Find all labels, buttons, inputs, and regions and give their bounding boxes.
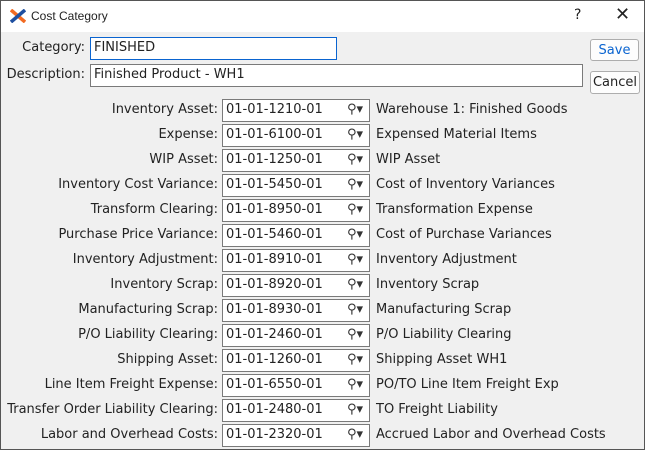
account-description: Expensed Material Items: [376, 127, 537, 142]
title-bar: Cost Category ? ✕: [1, 1, 644, 32]
account-input[interactable]: 01-01-5460-01 ⚲▾: [222, 224, 370, 247]
search-dropdown-icon[interactable]: ⚲▾: [347, 402, 364, 417]
account-number: 01-01-8910-01: [226, 252, 323, 267]
save-button[interactable]: Save: [590, 39, 639, 61]
help-button[interactable]: ?: [574, 7, 582, 23]
account-label: Purchase Price Variance:: [58, 227, 218, 242]
account-description: Inventory Adjustment: [376, 252, 517, 267]
account-input[interactable]: 01-01-1250-01 ⚲▾: [222, 149, 370, 172]
account-input[interactable]: 01-01-2320-01 ⚲▾: [222, 424, 370, 447]
search-dropdown-icon[interactable]: ⚲▾: [347, 277, 364, 292]
account-number: 01-01-1260-01: [226, 352, 323, 367]
account-number: 01-01-2320-01: [226, 427, 323, 442]
account-description: Inventory Scrap: [376, 277, 480, 292]
account-row: Inventory Asset: 01-01-1210-01 ⚲▾ Warehou…: [1, 99, 644, 122]
account-row: Inventory Cost Variance: 01-01-5450-01 ⚲▾…: [1, 174, 644, 197]
close-button[interactable]: ✕: [615, 4, 631, 25]
account-description: WIP Asset: [376, 152, 441, 167]
account-number: 01-01-2480-01: [226, 402, 323, 417]
search-dropdown-icon[interactable]: ⚲▾: [347, 227, 364, 242]
search-dropdown-icon[interactable]: ⚲▾: [347, 302, 364, 317]
account-row: Inventory Adjustment: 01-01-8910-01 ⚲▾ In…: [1, 249, 644, 272]
account-number: 01-01-1210-01: [226, 102, 323, 117]
search-dropdown-icon[interactable]: ⚲▾: [347, 327, 364, 342]
account-input[interactable]: 01-01-5450-01 ⚲▾: [222, 174, 370, 197]
account-label: Line Item Freight Expense:: [44, 377, 218, 392]
search-dropdown-icon[interactable]: ⚲▾: [347, 102, 364, 117]
account-input[interactable]: 01-01-8920-01 ⚲▾: [222, 274, 370, 297]
account-number: 01-01-5460-01: [226, 227, 323, 242]
account-number: 01-01-2460-01: [226, 327, 323, 342]
window-title: Cost Category: [31, 9, 108, 23]
account-row: Labor and Overhead Costs: 01-01-2320-01 ⚲…: [1, 424, 644, 447]
account-input[interactable]: 01-01-6550-01 ⚲▾: [222, 374, 370, 397]
account-label: Labor and Overhead Costs:: [40, 427, 218, 442]
account-input[interactable]: 01-01-8950-01 ⚲▾: [222, 199, 370, 222]
account-description: Shipping Asset WH1: [376, 352, 508, 367]
account-label: Manufacturing Scrap:: [78, 302, 218, 317]
account-description: Manufacturing Scrap: [376, 302, 512, 317]
search-dropdown-icon[interactable]: ⚲▾: [347, 202, 364, 217]
account-label: Shipping Asset:: [117, 352, 218, 367]
account-input[interactable]: 01-01-1260-01 ⚲▾: [222, 349, 370, 372]
account-row: Inventory Scrap: 01-01-8920-01 ⚲▾ Invento…: [1, 274, 644, 297]
account-number: 01-01-1250-01: [226, 152, 323, 167]
account-number: 01-01-8930-01: [226, 302, 323, 317]
cancel-button[interactable]: Cancel: [590, 71, 640, 94]
account-description: TO Freight Liability: [376, 402, 498, 417]
account-label: P/O Liability Clearing:: [78, 327, 218, 342]
search-dropdown-icon[interactable]: ⚲▾: [347, 427, 364, 442]
account-label: Inventory Adjustment:: [72, 252, 218, 267]
account-input[interactable]: 01-01-1210-01 ⚲▾: [222, 99, 370, 122]
search-dropdown-icon[interactable]: ⚲▾: [347, 252, 364, 267]
account-number: 01-01-5450-01: [226, 177, 323, 192]
account-description: P/O Liability Clearing: [376, 327, 512, 342]
search-dropdown-icon[interactable]: ⚲▾: [347, 352, 364, 367]
account-row: Transfer Order Liability Clearing: 01-01…: [1, 399, 644, 422]
category-input[interactable]: FINISHED: [90, 37, 337, 60]
account-input[interactable]: 01-01-8910-01 ⚲▾: [222, 249, 370, 272]
app-logo-icon: [10, 9, 26, 23]
search-dropdown-icon[interactable]: ⚲▾: [347, 177, 364, 192]
account-description: PO/TO Line Item Freight Exp: [376, 377, 559, 392]
account-number: 01-01-8920-01: [226, 277, 323, 292]
account-description: Transformation Expense: [376, 202, 533, 217]
category-label: Category:: [22, 40, 85, 55]
account-description: Cost of Inventory Variances: [376, 177, 555, 192]
account-label: Transfer Order Liability Clearing:: [7, 402, 218, 417]
account-number: 01-01-8950-01: [226, 202, 323, 217]
search-dropdown-icon[interactable]: ⚲▾: [347, 152, 364, 167]
account-input[interactable]: 01-01-2480-01 ⚲▾: [222, 399, 370, 422]
account-label: Transform Clearing:: [90, 202, 218, 217]
description-input[interactable]: Finished Product - WH1: [90, 64, 583, 87]
description-label: Description:: [6, 67, 85, 82]
account-row: Expense: 01-01-6100-01 ⚲▾ Expensed Materi…: [1, 124, 644, 147]
account-description: Accrued Labor and Overhead Costs: [376, 427, 606, 442]
account-number: 01-01-6550-01: [226, 377, 323, 392]
account-row: Purchase Price Variance: 01-01-5460-01 ⚲▾…: [1, 224, 644, 247]
account-row: Line Item Freight Expense: 01-01-6550-01…: [1, 374, 644, 397]
account-row: Shipping Asset: 01-01-1260-01 ⚲▾ Shipping…: [1, 349, 644, 372]
search-dropdown-icon[interactable]: ⚲▾: [347, 127, 364, 142]
account-label: Expense:: [158, 127, 218, 142]
account-row: Manufacturing Scrap: 01-01-8930-01 ⚲▾ Man…: [1, 299, 644, 322]
search-dropdown-icon[interactable]: ⚲▾: [347, 377, 364, 392]
account-label: Inventory Cost Variance:: [58, 177, 218, 192]
account-row: P/O Liability Clearing: 01-01-2460-01 ⚲▾ …: [1, 324, 644, 347]
account-description: Warehouse 1: Finished Goods: [376, 102, 568, 117]
account-input[interactable]: 01-01-8930-01 ⚲▾: [222, 299, 370, 322]
account-description: Cost of Purchase Variances: [376, 227, 552, 242]
account-label: WIP Asset:: [149, 152, 218, 167]
account-row: WIP Asset: 01-01-1250-01 ⚲▾ WIP Asset: [1, 149, 644, 172]
account-input[interactable]: 01-01-6100-01 ⚲▾: [222, 124, 370, 147]
account-input[interactable]: 01-01-2460-01 ⚲▾: [222, 324, 370, 347]
account-label: Inventory Asset:: [111, 102, 218, 117]
account-row: Transform Clearing: 01-01-8950-01 ⚲▾ Tran…: [1, 199, 644, 222]
account-label: Inventory Scrap:: [110, 277, 218, 292]
account-number: 01-01-6100-01: [226, 127, 323, 142]
